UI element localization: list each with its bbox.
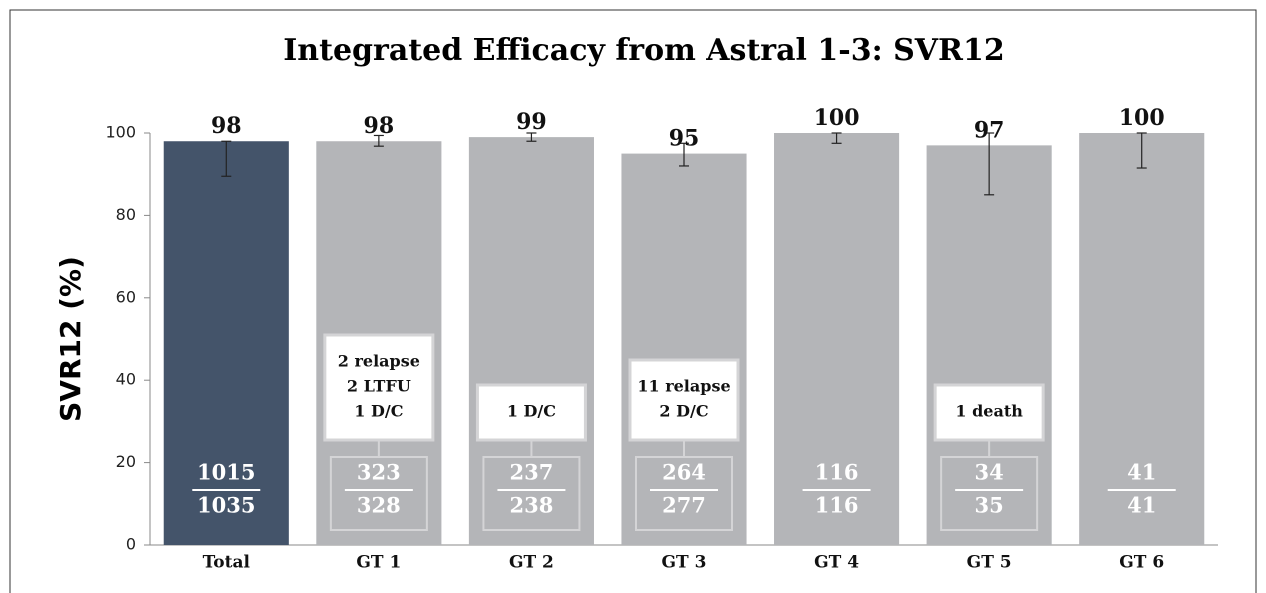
- annotation-box: [475, 383, 587, 442]
- numerator: 34: [975, 460, 1004, 485]
- x-tick-label: GT 4: [814, 553, 859, 573]
- y-tick-label: 80: [116, 205, 136, 224]
- annotation-box: [323, 333, 435, 442]
- y-axis-label: SVR12 (%): [54, 256, 87, 422]
- value-label: 97: [974, 117, 1005, 143]
- error-bar: [221, 140, 232, 177]
- denominator: 116: [815, 493, 859, 518]
- error-bar: [984, 132, 995, 196]
- error-bar: [373, 134, 384, 147]
- error-bar: [526, 132, 537, 142]
- annotation-text: 2 LTFU: [347, 377, 411, 396]
- denominator: 277: [662, 493, 706, 518]
- bar: [468, 137, 594, 545]
- y-tick-label: 100: [105, 123, 136, 142]
- numerator: 264: [662, 460, 706, 485]
- numerator: 237: [510, 460, 554, 485]
- value-label: 99: [516, 109, 547, 135]
- value-label: 98: [364, 113, 395, 139]
- y-tick-label: 40: [116, 370, 136, 389]
- x-tick-label: GT 3: [662, 553, 707, 573]
- bar: [926, 145, 1052, 546]
- y-tick-label: 20: [116, 452, 136, 471]
- x-tick-label: GT 5: [967, 553, 1012, 573]
- x-tick-label: Total: [203, 553, 251, 573]
- error-bar: [831, 132, 842, 144]
- denominator: 35: [975, 493, 1004, 518]
- annotation-box: [933, 383, 1045, 442]
- annotation-text: 2 relapse: [338, 352, 420, 371]
- denominator: 328: [357, 493, 401, 518]
- numerator: 1015: [197, 460, 255, 485]
- error-bar: [1136, 132, 1147, 169]
- denominator: 1035: [197, 493, 255, 518]
- value-label: 95: [669, 126, 700, 152]
- frame: [9, 9, 1257, 593]
- denominator: 41: [1127, 493, 1156, 518]
- annotation-box: [628, 358, 740, 442]
- numerator: 116: [815, 460, 859, 485]
- x-tick-label: GT 2: [509, 553, 554, 573]
- annotation-text: 1 D/C: [507, 402, 556, 421]
- annotation-text: 1 D/C: [354, 402, 403, 421]
- bar: [621, 153, 747, 545]
- y-tick-label: 0: [126, 535, 136, 554]
- denominator: 238: [510, 493, 554, 518]
- error-bar: [679, 142, 689, 167]
- bar: [774, 133, 900, 545]
- numerator: 323: [357, 460, 401, 485]
- value-label: 100: [1119, 105, 1165, 131]
- annotation-text: 2 D/C: [659, 402, 708, 421]
- annotation-text: 11 relapse: [637, 377, 730, 396]
- bar: [163, 141, 289, 546]
- numerator: 41: [1127, 460, 1156, 485]
- value-label: 98: [211, 113, 242, 139]
- value-label: 100: [814, 105, 860, 131]
- x-tick-label: GT 6: [1119, 553, 1164, 573]
- chart-title: Integrated Efficacy from Astral 1-3: SVR…: [283, 33, 1004, 68]
- bar: [1079, 133, 1205, 545]
- annotation-text: 1 death: [955, 402, 1023, 421]
- x-tick-label: GT 1: [356, 553, 401, 573]
- y-tick-label: 60: [116, 287, 136, 306]
